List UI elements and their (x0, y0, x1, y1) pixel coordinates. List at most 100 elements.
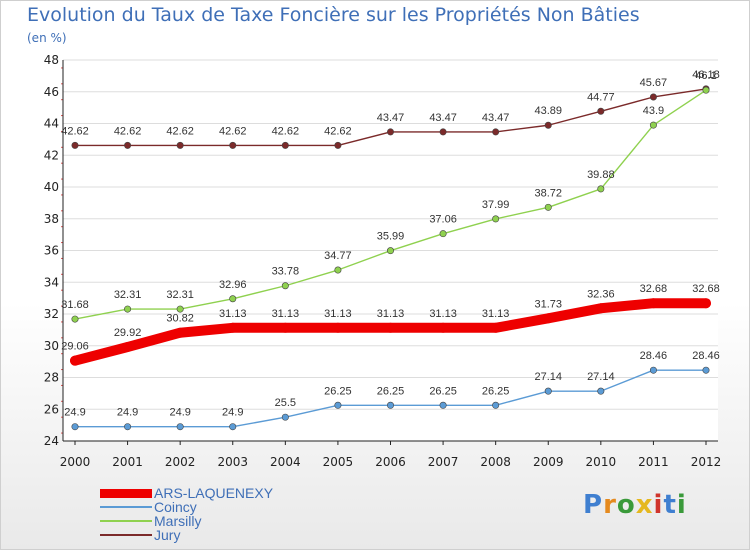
chart-legend: ARS-LAQUENEXY Coincy Marsilly Jury (100, 486, 273, 542)
data-label: 30.82 (166, 313, 194, 325)
data-point (281, 282, 289, 290)
data-label: 24.9 (64, 407, 85, 419)
data-label: 45.67 (640, 77, 668, 89)
data-point (544, 203, 552, 211)
data-label: 31.73 (534, 298, 562, 310)
data-point (702, 366, 710, 374)
data-point (280, 322, 291, 333)
legend-item: ARS-LAQUENEXY (100, 486, 273, 500)
data-label: 32.68 (640, 283, 668, 295)
data-label: 43.47 (377, 112, 405, 124)
legend-item: Jury (100, 528, 273, 542)
data-label: 32.31 (166, 289, 194, 301)
data-label: 42.62 (114, 125, 142, 137)
y-tick-label: 28 (44, 371, 59, 385)
data-label: 25.5 (275, 397, 296, 409)
data-label: 31.13 (377, 308, 405, 320)
data-label: 43.89 (534, 105, 562, 117)
y-tick-label: 48 (44, 53, 59, 67)
data-point (597, 107, 605, 115)
x-tick-label: 2010 (586, 455, 617, 469)
y-tick-label: 40 (44, 180, 59, 194)
data-label: 33.78 (272, 266, 300, 278)
data-point (229, 295, 237, 303)
data-point (385, 322, 396, 333)
data-point (227, 322, 238, 333)
data-label: 29.06 (61, 341, 89, 353)
data-label: 26.25 (324, 385, 352, 397)
legend-label: Jury (154, 527, 181, 543)
y-tick-label: 34 (44, 275, 59, 289)
data-point (122, 342, 133, 353)
legend-swatch (100, 534, 152, 536)
data-point (492, 215, 500, 223)
data-label: 27.14 (587, 371, 615, 383)
x-tick-label: 2008 (480, 455, 511, 469)
data-label: 43.47 (429, 112, 457, 124)
data-label: 46.1 (695, 70, 716, 82)
y-tick-label: 24 (44, 434, 59, 448)
data-label: 31.13 (219, 308, 247, 320)
data-label: 42.62 (61, 125, 89, 137)
data-point (176, 305, 184, 313)
data-point (595, 303, 606, 314)
legend-swatch (100, 506, 152, 508)
data-label: 24.9 (169, 407, 190, 419)
data-label: 44.77 (587, 91, 615, 103)
x-tick-label: 2000 (60, 455, 91, 469)
data-label: 24.9 (222, 407, 243, 419)
data-point (648, 298, 659, 309)
data-point (176, 423, 184, 431)
data-point (386, 247, 394, 255)
legend-label: Coincy (154, 499, 197, 515)
data-point (701, 298, 711, 309)
data-point (649, 366, 657, 374)
data-point (544, 387, 552, 395)
y-tick-label: 46 (44, 85, 59, 99)
data-label: 27.14 (534, 371, 562, 383)
legend-item: Marsilly (100, 514, 273, 528)
data-point (439, 401, 447, 409)
data-point (71, 141, 79, 149)
data-point (334, 266, 342, 274)
data-label: 31.13 (324, 308, 352, 320)
data-point (281, 413, 289, 421)
x-tick-label: 2012 (691, 455, 722, 469)
data-label: 42.62 (272, 125, 300, 137)
proxiti-logo: Proxiti (583, 490, 687, 520)
y-tick-label: 44 (44, 117, 59, 131)
x-tick-label: 2004 (270, 455, 301, 469)
y-tick-label: 26 (44, 402, 59, 416)
y-tick-label: 32 (44, 307, 59, 321)
data-label: 29.92 (114, 327, 142, 339)
y-tick-label: 38 (44, 212, 59, 226)
data-label: 26.25 (377, 385, 405, 397)
data-point (334, 141, 342, 149)
data-point (438, 322, 449, 333)
data-point (70, 355, 80, 366)
data-point (386, 128, 394, 136)
data-label: 38.72 (534, 187, 562, 199)
data-label: 37.06 (429, 214, 457, 226)
x-tick-label: 2002 (165, 455, 196, 469)
chart-subtitle: (en %) (27, 31, 67, 45)
data-label: 37.99 (482, 199, 510, 211)
data-label: 42.62 (219, 125, 247, 137)
data-point (543, 313, 554, 324)
data-point (490, 322, 501, 333)
data-point (124, 423, 132, 431)
data-point (597, 185, 605, 193)
data-label: 26.25 (482, 385, 510, 397)
data-point (439, 128, 447, 136)
data-label: 43.9 (643, 105, 664, 117)
data-point (229, 423, 237, 431)
data-point (439, 230, 447, 238)
y-tick-label: 30 (44, 339, 59, 353)
data-point (492, 401, 500, 409)
x-tick-label: 2007 (428, 455, 459, 469)
data-label: 42.62 (166, 125, 194, 137)
data-label: 46.18 (692, 69, 720, 81)
data-label: 43.47 (482, 112, 510, 124)
data-label: 39.88 (587, 169, 615, 181)
